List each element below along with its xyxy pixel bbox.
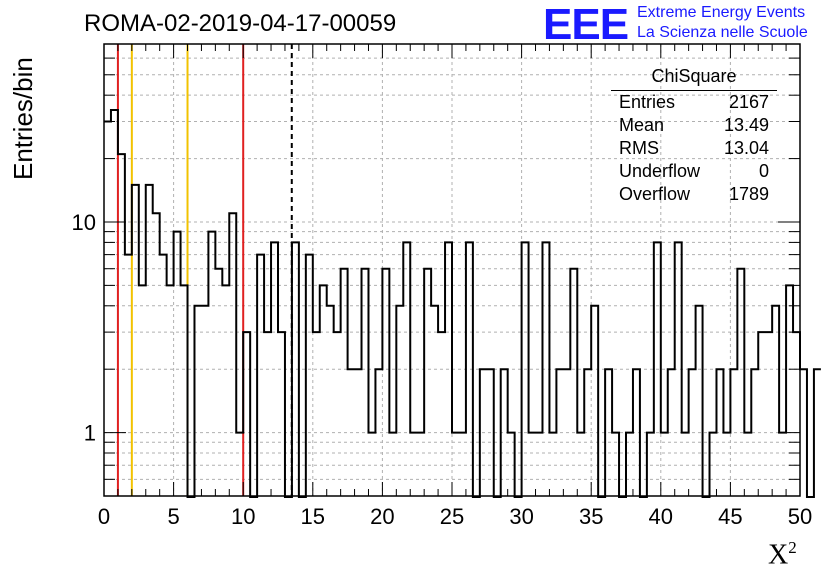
stats-box: ChiSquare Entries 2167 Mean 13.49 RMS 13… [611,66,777,206]
eee-logo-line2: La Scienza nelle Scuole [637,24,808,41]
stats-row-overflow: Overflow 1789 [611,183,777,206]
stats-label: Entries [619,92,676,112]
marker-lines [116,44,293,496]
x-tick-label: 20 [370,504,394,529]
stats-value: 13.04 [723,138,769,158]
x-tick-label: 50 [788,504,812,529]
x-tick-label: 5 [167,504,179,529]
x-tick-label: 30 [509,504,533,529]
x-tick-label: 0 [98,504,110,529]
stats-value: 13.49 [723,115,769,135]
axes: 0 5 10 15 20 25 30 35 40 45 50 1 10 [72,43,812,529]
stats-label: RMS [619,138,659,158]
stats-label: Overflow [619,184,691,204]
stats-label: Mean [619,115,665,135]
chart-title: ROMA-02-2019-04-17-00059 [84,10,397,37]
x-tick-label: 40 [649,504,673,529]
x-tick-label: 45 [718,504,742,529]
eee-logo-line1: Extreme Energy Events [637,4,806,21]
x-tick-label: 25 [440,504,464,529]
histogram-line [104,109,821,498]
x-axis-label: X2 [768,538,797,571]
stats-row-rms: RMS 13.04 [611,137,777,160]
x-tick-label: 35 [579,504,603,529]
eee-logo: EEE [543,0,629,49]
x-axis-label-base: X [768,539,789,571]
y-tick-label: 1 [84,421,96,446]
stats-value: 1789 [728,184,769,204]
stats-label: Underflow [619,161,701,181]
stats-name: ChiSquare [611,66,777,91]
histogram-bars [104,109,821,498]
x-axis-label-sup: 2 [788,538,797,557]
stats-value: 2167 [728,92,769,112]
x-tick-label: 15 [301,504,325,529]
stats-row-mean: Mean 13.49 [611,114,777,137]
stats-row-entries: Entries 2167 [611,91,777,114]
stats-value: 0 [758,161,769,181]
y-tick-label: 10 [72,210,96,235]
y-axis-label: Entries/bin [8,57,38,180]
stats-row-underflow: Underflow 0 [611,160,777,183]
x-tick-label: 10 [231,504,255,529]
